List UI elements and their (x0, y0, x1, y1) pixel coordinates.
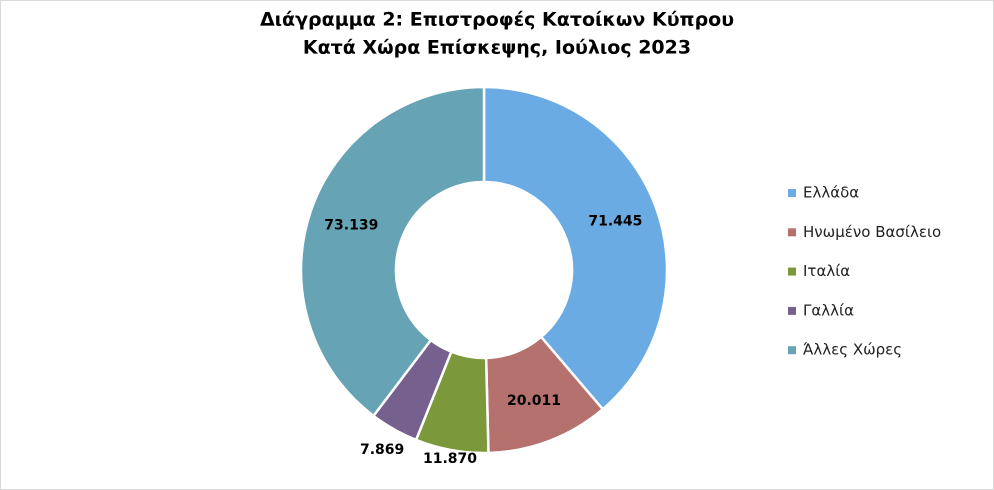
value-label: 71.445 (588, 214, 642, 230)
donut-slice (299, 85, 486, 418)
value-label: 73.139 (324, 217, 378, 233)
value-label: 20.011 (507, 393, 561, 409)
value-label: 11.870 (423, 451, 477, 467)
legend-swatch (788, 346, 796, 355)
chart-title: Κατά Χώρα Επίσκεψης, Ιούλιος 2023 (303, 37, 691, 59)
donut-slice (482, 85, 669, 411)
legend-swatch (788, 228, 796, 237)
legend-label: Άλλες Χώρες (803, 341, 902, 359)
legend-swatch (788, 267, 796, 276)
legend-label: Ιταλία (803, 262, 850, 280)
legend-label: Ελλάδα (803, 184, 859, 202)
legend-label: Γαλλία (803, 301, 854, 319)
chart-title: Διάγραμμα 2: Επιστροφές Κατοίκων Κύπρου (260, 9, 734, 31)
legend-swatch (788, 189, 796, 197)
legend-label: Ηνωμένο Βασίλειο (803, 223, 941, 241)
value-label: 7.869 (360, 442, 404, 458)
legend-swatch (788, 306, 796, 315)
